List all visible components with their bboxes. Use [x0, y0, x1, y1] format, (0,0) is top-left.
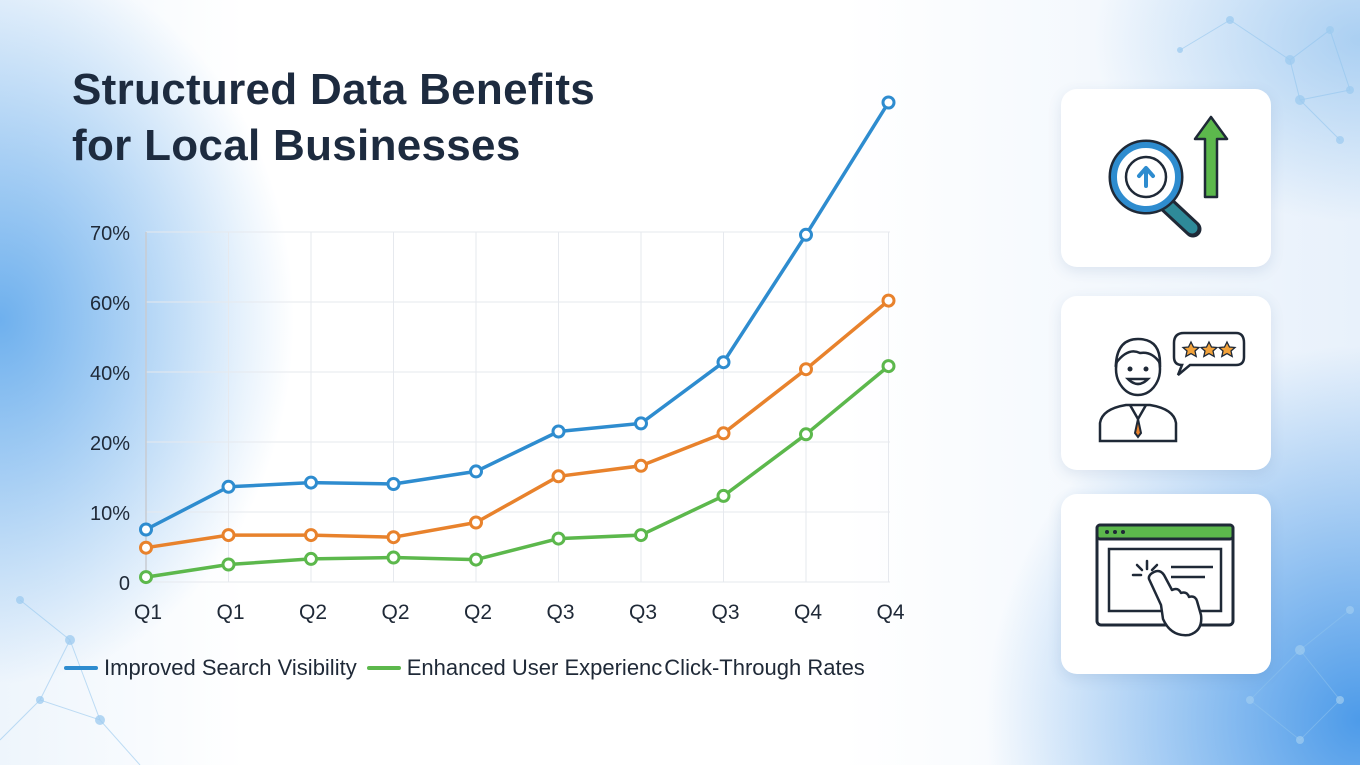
x-tick-label: Q4: [876, 601, 904, 624]
x-tick-label: Q3: [711, 601, 739, 624]
legend-item-click-through: Click-Through Rates: [664, 655, 865, 681]
data-point: [139, 522, 153, 537]
y-tick-label: 20%: [90, 433, 130, 455]
x-tick-label: Q3: [629, 601, 657, 624]
data-point: [634, 528, 648, 543]
data-point: [304, 475, 318, 490]
web-click-icon: [1095, 523, 1235, 637]
card-user-rating: [1061, 296, 1271, 470]
title-line-1: Structured Data Benefits: [72, 65, 596, 114]
data-point: [469, 515, 483, 530]
data-point: [881, 95, 896, 110]
legend-label-user-experience: Enhanced User Experienc: [406, 655, 663, 680]
x-tick-label: Q4: [794, 601, 822, 624]
series-line: [144, 364, 891, 579]
data-point: [469, 552, 483, 567]
data-point: [551, 531, 566, 546]
legend-label-search-visibility: Improved Search Visibility: [104, 655, 357, 680]
legend-swatch-search-visibility: [64, 666, 98, 670]
data-point: [304, 528, 318, 543]
y-tick-label: 70%: [90, 223, 130, 245]
data-point: [139, 540, 153, 555]
data-point: [551, 424, 566, 439]
data-point: [799, 362, 813, 377]
data-point: [551, 469, 566, 484]
y-tick-label: 0: [119, 573, 130, 595]
data-point: [881, 359, 896, 374]
y-tick-label: 10%: [90, 503, 130, 525]
data-point: [304, 551, 318, 566]
y-tick-label: 60%: [90, 293, 130, 315]
user-rating-icon: [1098, 331, 1246, 443]
legend-label-click-through: Click-Through Rates: [664, 655, 865, 680]
legend-swatch-user-experience: [366, 666, 401, 670]
data-point: [881, 293, 896, 308]
data-point: [799, 427, 813, 442]
data-point: [799, 227, 813, 242]
legend-item-user-experience: Enhanced User Experienc: [366, 655, 663, 681]
line-chart: 0 10% 20% 40% 60% 70% Q1 Q1 Q2 Q2 Q2 Q3 Q3 Q3 Q4 Q4: [90, 95, 905, 624]
data-point: [139, 570, 153, 585]
data-point: [221, 479, 236, 494]
search-growth-icon: [1108, 115, 1229, 238]
data-point: [716, 488, 731, 503]
title-line-2: for Local Businesses: [72, 121, 521, 170]
data-point: [221, 557, 236, 572]
series-line: [144, 100, 891, 532]
data-point: [634, 458, 648, 473]
data-point: [386, 477, 401, 491]
data-point: [716, 426, 731, 441]
chart-legend: Improved Search Visibility Enhanced User…: [64, 654, 865, 682]
data-point: [221, 528, 236, 543]
data-point: [469, 464, 483, 479]
data-point: [716, 355, 731, 370]
series-line: [144, 298, 891, 550]
page-title: Structured Data Benefits for Local Busin…: [72, 62, 712, 174]
x-tick-label: Q2: [381, 601, 409, 624]
data-point: [634, 416, 648, 431]
legend-item-search-visibility: Improved Search Visibility: [64, 655, 357, 681]
x-tick-label: Q2: [299, 601, 327, 624]
data-point: [386, 550, 401, 565]
card-web-click: [1061, 494, 1271, 674]
x-tick-label: Q1: [134, 601, 162, 624]
x-tick-label: Q3: [546, 601, 574, 624]
x-tick-label: Q1: [216, 601, 244, 624]
data-point: [386, 530, 401, 545]
x-tick-label: Q2: [464, 601, 492, 624]
y-tick-label: 40%: [90, 363, 130, 385]
card-search-growth: [1061, 89, 1271, 267]
